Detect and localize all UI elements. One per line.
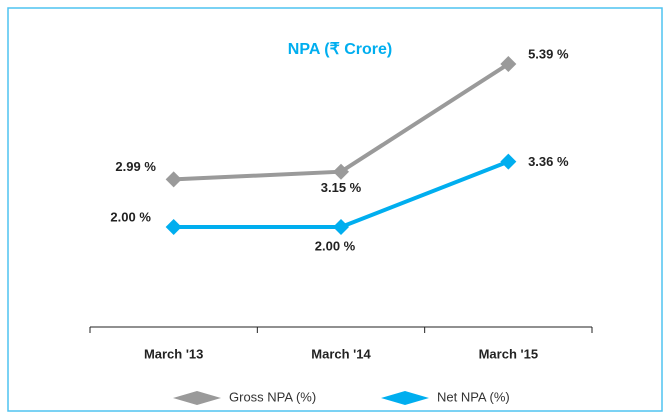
data-label: 5.39 %	[528, 46, 569, 61]
legend-marker	[381, 391, 429, 405]
marker	[500, 153, 517, 170]
legend-marker	[173, 391, 221, 405]
data-label: 3.36 %	[528, 154, 569, 169]
chart-title: NPA (₹ Crore)	[288, 41, 392, 58]
legend-label: Gross NPA (%)	[229, 389, 316, 404]
x-tick-label: March '14	[311, 346, 371, 361]
legend-label: Net NPA (%)	[437, 389, 510, 404]
x-tick-label: March '15	[479, 346, 538, 361]
marker	[165, 171, 182, 188]
marker	[333, 163, 349, 180]
data-label: 2.99 %	[115, 159, 156, 174]
data-label: 2.00 %	[110, 209, 151, 224]
line	[173, 62, 510, 182]
marker	[500, 56, 517, 72]
data-label: 3.15 %	[321, 180, 362, 195]
x-tick-label: March '13	[144, 346, 203, 361]
frame	[7, 7, 663, 412]
marker	[165, 219, 182, 235]
marker	[333, 219, 349, 235]
data-label: 2.00 %	[315, 238, 356, 253]
